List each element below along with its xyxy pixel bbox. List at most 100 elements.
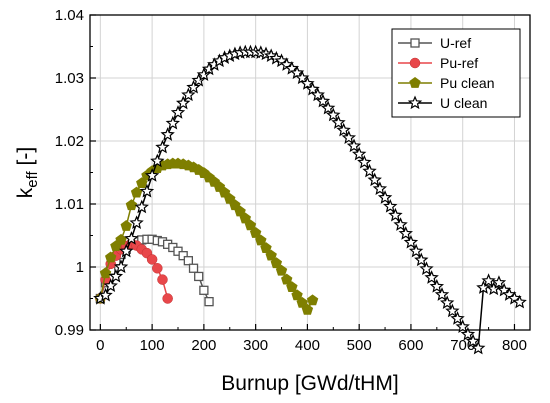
data-point-u-clean <box>186 79 201 94</box>
y-axis-title: keff [-] <box>14 147 41 198</box>
data-point-u-clean <box>398 226 413 240</box>
data-point-u-clean <box>486 281 501 296</box>
data-point-pu-clean <box>125 199 138 211</box>
data-point-pu-clean <box>130 186 143 198</box>
y-tick-label: 1 <box>76 259 84 276</box>
data-point-u-clean <box>150 153 165 168</box>
data-point-u-clean <box>341 130 357 144</box>
x-axis-title: Burnup [GWd/tHM] <box>221 372 398 395</box>
legend-marker-u-ref <box>410 38 420 48</box>
data-point-u-clean <box>119 243 134 258</box>
data-point-u-clean <box>367 172 382 187</box>
legend-label-u-ref: U-ref <box>440 35 471 51</box>
data-point-u-clean <box>124 231 139 245</box>
data-point-pu-clean <box>120 220 132 231</box>
data-point-u-ref <box>194 271 204 282</box>
x-tick-label: 400 <box>295 337 320 354</box>
data-point-u-ref <box>183 256 194 266</box>
data-point-pu-clean <box>99 267 112 279</box>
legend-marker-pu-clean <box>409 77 421 88</box>
data-point-pu-clean <box>244 219 257 231</box>
x-tick-label: 0 <box>96 337 104 354</box>
data-point-u-clean <box>372 181 388 195</box>
data-point-u-clean <box>455 319 470 333</box>
data-point-u-ref <box>199 285 209 295</box>
data-point-u-clean <box>170 105 186 119</box>
y-tick-label: 0.99 <box>55 322 84 339</box>
data-point-pu-clean <box>270 257 283 269</box>
data-point-u-clean <box>429 278 445 293</box>
data-series <box>93 44 527 355</box>
y-tick-label: 1.01 <box>55 196 84 213</box>
y-tick-label: 1.02 <box>55 133 84 150</box>
data-point-u-clean <box>465 333 481 348</box>
data-point-pu-clean <box>275 264 288 276</box>
data-point-u-clean <box>362 163 377 178</box>
y-tick-label: 1.04 <box>55 7 84 24</box>
data-point-u-clean <box>512 294 527 309</box>
legend-marker-u-clean <box>407 95 423 110</box>
data-point-pu-clean <box>306 294 319 306</box>
legend: U-ref Pu-ref Pu clean U clean <box>391 28 521 118</box>
data-point-u-clean <box>165 115 181 130</box>
y-tick-label: 1.03 <box>55 70 84 87</box>
legend-label-pu-clean: Pu clean <box>440 75 494 91</box>
data-point-u-clean <box>98 287 113 302</box>
data-point-u-clean <box>450 311 465 325</box>
data-point-u-clean <box>300 76 315 90</box>
legend-label-pu-ref: Pu-ref <box>440 55 478 71</box>
x-tick-label: 100 <box>140 337 165 354</box>
legend-marker-pu-ref <box>409 57 421 69</box>
data-point-u-clean <box>295 70 310 85</box>
data-point-u-clean <box>439 295 455 310</box>
data-point-u-clean <box>403 234 419 249</box>
data-point-u-clean <box>393 217 408 231</box>
data-point-u-clean <box>305 81 320 96</box>
data-point-pu-clean <box>234 205 246 217</box>
x-tick-label: 800 <box>502 337 527 354</box>
data-point-pu-clean <box>301 303 314 315</box>
data-point-u-clean <box>129 215 144 230</box>
data-point-u-clean <box>419 261 434 276</box>
data-point-u-ref <box>188 263 199 273</box>
data-point-u-ref <box>204 296 214 307</box>
data-point-u-ref <box>178 251 188 261</box>
data-point-pu-ref <box>152 263 163 274</box>
data-point-u-clean <box>139 183 155 198</box>
data-point-pu-clean <box>286 281 298 293</box>
data-point-u-clean <box>377 190 393 204</box>
data-point-u-clean <box>476 280 491 294</box>
data-point-u-clean <box>315 93 331 108</box>
data-point-u-clean <box>326 107 341 122</box>
data-point-pu-clean <box>115 233 127 245</box>
data-point-pu-clean <box>265 249 277 261</box>
data-point-pu-clean <box>260 242 272 253</box>
legend-label-u-clean: U clean <box>440 95 487 111</box>
x-tick-label: 500 <box>347 337 372 354</box>
data-point-pu-clean <box>249 226 262 238</box>
data-point-u-clean <box>424 270 439 284</box>
data-point-pu-clean <box>281 273 293 285</box>
data-point-u-clean <box>414 252 429 267</box>
data-point-u-clean <box>155 139 170 154</box>
data-point-u-clean <box>460 326 476 341</box>
data-point-pu-clean <box>255 234 267 246</box>
data-point-u-clean <box>346 138 362 153</box>
data-point-u-clean <box>175 95 191 110</box>
data-point-u-clean <box>434 287 450 301</box>
data-point-pu-ref <box>146 254 158 265</box>
data-point-u-clean <box>445 303 460 318</box>
data-point-pu-ref <box>162 293 173 304</box>
data-point-u-clean <box>471 340 486 355</box>
data-point-u-clean <box>351 146 367 161</box>
y-axis-title-subscript: eff <box>24 170 41 187</box>
x-tick-label: 300 <box>243 337 268 354</box>
axis-ticks: 0 100 200 300 400 500 600 700 8000.9911.011.021.… <box>55 7 527 354</box>
series-u-clean <box>93 44 527 355</box>
data-point-u-clean <box>383 198 398 213</box>
data-point-pu-clean <box>291 289 303 301</box>
data-point-pu-clean <box>105 251 117 263</box>
x-tick-label: 600 <box>398 337 423 354</box>
data-point-u-clean <box>160 127 175 141</box>
